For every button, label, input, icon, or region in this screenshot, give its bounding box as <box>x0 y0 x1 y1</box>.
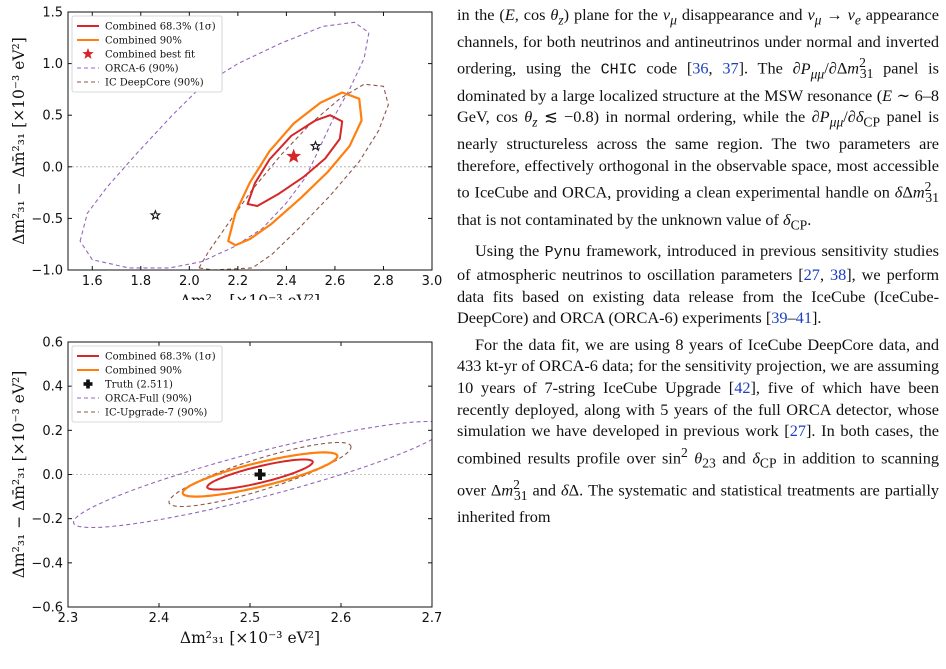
contour-combined-90 <box>181 451 339 498</box>
y-tick-label: −0.2 <box>31 512 63 527</box>
legend-item-ic-deepcore-90: IC DeepCore (90%) <box>77 78 204 89</box>
marker-star-black-2 <box>149 209 162 221</box>
legend-label: Combined best fit <box>105 50 195 61</box>
paragraph-1: in the (E, cos θz) plane for the νμ disa… <box>457 5 940 232</box>
contour-ic-upgrade-7-90 <box>168 441 352 508</box>
x-tick-label: 2.2 <box>228 274 249 289</box>
y-tick-label: 0.0 <box>42 468 63 483</box>
contour-combined-68-3-1 <box>206 458 314 491</box>
legend-label: IC-Upgrade-7 (90%) <box>105 408 207 419</box>
legend: Combined 68.3% (1σ) Combined 90% Combined … <box>71 15 223 93</box>
y-tick-label: 1.5 <box>42 6 63 21</box>
legend-label: ORCA-Full (90%) <box>105 394 192 405</box>
y-tick-label: −0.4 <box>31 556 63 571</box>
contour-ic-deepcore-90 <box>198 83 389 270</box>
marker-combined-best-fit <box>286 148 302 163</box>
x-axis-label: Δm²₃₁ [×10⁻³ eV²] <box>180 629 320 647</box>
legend-label: IC DeepCore (90%) <box>105 78 204 89</box>
legend-item-combined-90: Combined 90% <box>77 36 182 47</box>
legend-item-orca-full-90: ORCA-Full (90%) <box>77 394 192 405</box>
contour-combined-90 <box>227 91 363 247</box>
plot-frame <box>67 11 433 271</box>
paragraph-2: Using the Pynu framework, introduced in … <box>457 241 940 328</box>
x-tick-label: 2.6 <box>325 274 346 289</box>
contour-combined-68-3-1 <box>246 114 344 207</box>
legend-item-combined-68-3-1: Combined 68.3% (1σ) <box>77 352 216 363</box>
paper-text-column: in the (E, cos θz) plane for the νμ disa… <box>457 4 939 528</box>
legend-label: Truth (2.511) <box>105 380 173 391</box>
top-contour-plot: 1.6 1.8 2.0 2.2 2.4 2.6 2.8 3.0 −1.0 −0.5 0.0 0.5 1.… <box>10 6 443 301</box>
legend-label: Combined 68.3% (1σ) <box>105 22 216 33</box>
legend-item-combined-best-fit: Combined best fit <box>82 48 195 61</box>
x-tick-label: 2.6 <box>331 611 352 626</box>
legend-label: ORCA-6 (90%) <box>105 64 179 75</box>
plot-area <box>68 420 432 529</box>
marker-star-black-1 <box>309 140 322 152</box>
y-tick-label: 0.6 <box>42 336 63 351</box>
y-tick-label: −0.5 <box>31 212 63 227</box>
figure-panels: 1.6 1.8 2.0 2.2 2.4 2.6 2.8 3.0 −1.0 −0.5 0.0 0.5 1.… <box>0 0 446 669</box>
x-tick-label: 2.5 <box>240 611 261 626</box>
x-tick-label: 2.7 <box>422 611 443 626</box>
x-axis-label: Δm²₃₁ [×10⁻³ eV²] <box>180 292 320 300</box>
x-tick-label: 2.8 <box>373 274 394 289</box>
y-tick-label: 0.4 <box>42 380 63 395</box>
bottom-contour-plot: 2.3 2.4 2.5 2.6 2.7 −0.6 −0.4 −0.2 0.0 0.2 0.4 0.6 Δ… <box>10 336 443 648</box>
y-tick-label: 0.5 <box>42 109 63 124</box>
y-axis-label: Δm²₃₁ − Δm̄²₃₁ [×10⁻³ eV²] <box>10 37 28 245</box>
contour-orca-full-90 <box>72 420 432 529</box>
x-tick-label: 3.0 <box>422 274 443 289</box>
legend-label: Combined 68.3% (1σ) <box>105 352 216 363</box>
legend-item-orca-6-90: ORCA-6 (90%) <box>77 64 179 75</box>
x-tick-label: 2.4 <box>149 611 170 626</box>
y-tick-label: 1.0 <box>42 57 63 72</box>
paragraph-3: For the data fit, we are using 8 years o… <box>457 334 939 527</box>
legend-item-combined-68-3-1: Combined 68.3% (1σ) <box>77 22 216 33</box>
y-tick-label: −0.6 <box>31 601 63 616</box>
legend: Combined 68.3% (1σ) Combined 90% Truth (2.… <box>71 345 223 423</box>
x-tick-label: 1.8 <box>130 274 151 289</box>
x-tick-label: 2.0 <box>179 274 200 289</box>
x-tick-label: 2.3 <box>58 611 79 626</box>
legend-item-ic-upgrade-7-90: IC-Upgrade-7 (90%) <box>77 408 207 419</box>
y-axis-label: Δm²₃₁ − Δm̄²₃₁ [×10⁻³ eV²] <box>10 371 28 579</box>
legend-label: Combined 90% <box>105 36 182 47</box>
legend-item-truth-2-511: Truth (2.511) <box>83 379 173 391</box>
y-tick-label: 0.2 <box>42 424 63 439</box>
marker-truth-2-511 <box>254 469 266 480</box>
y-tick-label: −1.0 <box>31 264 63 279</box>
legend-item-combined-90: Combined 90% <box>77 366 182 377</box>
x-tick-label: 1.6 <box>82 274 103 289</box>
legend-label: Combined 90% <box>105 366 182 377</box>
y-tick-label: 0.0 <box>42 160 63 175</box>
x-tick-label: 2.4 <box>276 274 297 289</box>
contour-orca-6-90 <box>79 21 370 269</box>
plot-area <box>68 21 432 270</box>
